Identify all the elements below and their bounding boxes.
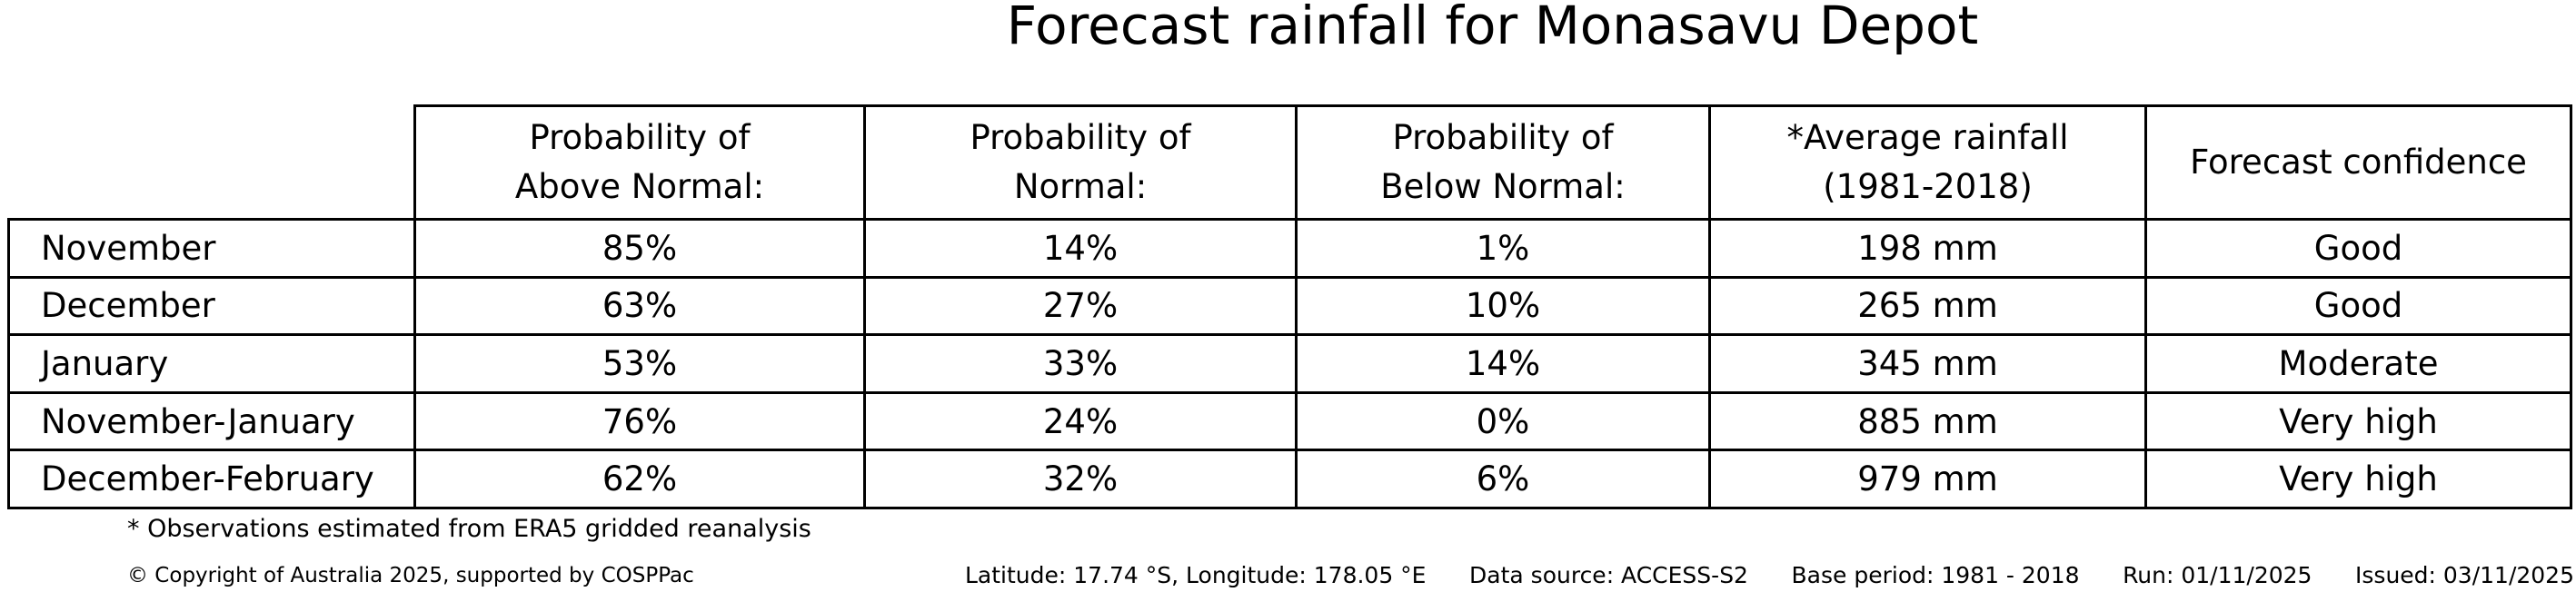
cell-prob-normal: 14% — [863, 218, 1298, 279]
cell-average-rainfall: 885 mm — [1708, 390, 2147, 452]
cell-confidence: Very high — [2144, 390, 2572, 452]
row-label: November-January — [7, 390, 416, 452]
figure-metadata-row: Latitude: 17.74 °S, Longitude: 178.05 °E… — [965, 562, 2574, 588]
cell-confidence: Moderate — [2144, 333, 2572, 394]
cell-average-rainfall: 345 mm — [1708, 333, 2147, 394]
col-header-forecast-confidence: Forecast confidence — [2144, 104, 2572, 221]
table-row-november: November 85% 14% 1% 198 mm Good — [7, 218, 2572, 279]
cell-prob-below: 0% — [1295, 390, 1711, 452]
cell-average-rainfall: 979 mm — [1708, 449, 2147, 509]
forecast-table: Probability of Above Normal: Probability… — [7, 104, 2572, 509]
table-row-december-february: December-February 62% 32% 6% 979 mm Very… — [7, 449, 2572, 509]
row-label: December — [7, 275, 416, 337]
observations-footnote: * Observations estimated from ERA5 gridd… — [127, 515, 811, 543]
cell-prob-below: 14% — [1295, 333, 1711, 394]
table-header-row: Probability of Above Normal: Probability… — [9, 104, 2572, 221]
cell-confidence: Very high — [2144, 449, 2572, 509]
run-date: Run: 01/11/2025 — [2123, 562, 2312, 588]
row-label: January — [7, 333, 416, 394]
cell-prob-normal: 27% — [863, 275, 1298, 337]
cell-average-rainfall: 265 mm — [1708, 275, 2147, 337]
cell-prob-above: 62% — [413, 449, 866, 509]
copyright-text: © Copyright of Australia 2025, supported… — [127, 564, 694, 587]
col-header-prob-below-normal: Probability of Below Normal: — [1295, 104, 1711, 221]
row-label: November — [7, 218, 416, 279]
cell-prob-below: 1% — [1295, 218, 1711, 279]
cell-prob-above: 63% — [413, 275, 866, 337]
cell-prob-normal: 32% — [863, 449, 1298, 509]
issued-date: Issued: 03/11/2025 — [2355, 562, 2574, 588]
cell-prob-above: 76% — [413, 390, 866, 452]
col-header-average-rainfall: *Average rainfall (1981-2018) — [1708, 104, 2147, 221]
cell-prob-above: 53% — [413, 333, 866, 394]
row-label: December-February — [7, 449, 416, 509]
col-header-prob-normal: Probability of Normal: — [863, 104, 1298, 221]
cell-prob-below: 10% — [1295, 275, 1711, 337]
col-header-prob-above-normal: Probability of Above Normal: — [413, 104, 866, 221]
cell-prob-normal: 24% — [863, 390, 1298, 452]
table-row-january: January 53% 33% 14% 345 mm Moderate — [7, 333, 2572, 394]
location-coordinates: Latitude: 17.74 °S, Longitude: 178.05 °E — [965, 562, 1427, 588]
cell-average-rainfall: 198 mm — [1708, 218, 2147, 279]
table-row-december: December 63% 27% 10% 265 mm Good — [7, 275, 2572, 337]
cell-prob-below: 6% — [1295, 449, 1711, 509]
table-row-november-january: November-January 76% 24% 0% 885 mm Very … — [7, 390, 2572, 452]
base-period: Base period: 1981 - 2018 — [1791, 562, 2080, 588]
cell-confidence: Good — [2144, 275, 2572, 337]
cell-prob-above: 85% — [413, 218, 866, 279]
page-title: Forecast rainfall for Monasavu Depot — [1006, 0, 1979, 56]
data-source: Data source: ACCESS-S2 — [1469, 562, 1748, 588]
cell-prob-normal: 33% — [863, 333, 1298, 394]
cell-confidence: Good — [2144, 218, 2572, 279]
corner-spacer — [9, 106, 415, 220]
